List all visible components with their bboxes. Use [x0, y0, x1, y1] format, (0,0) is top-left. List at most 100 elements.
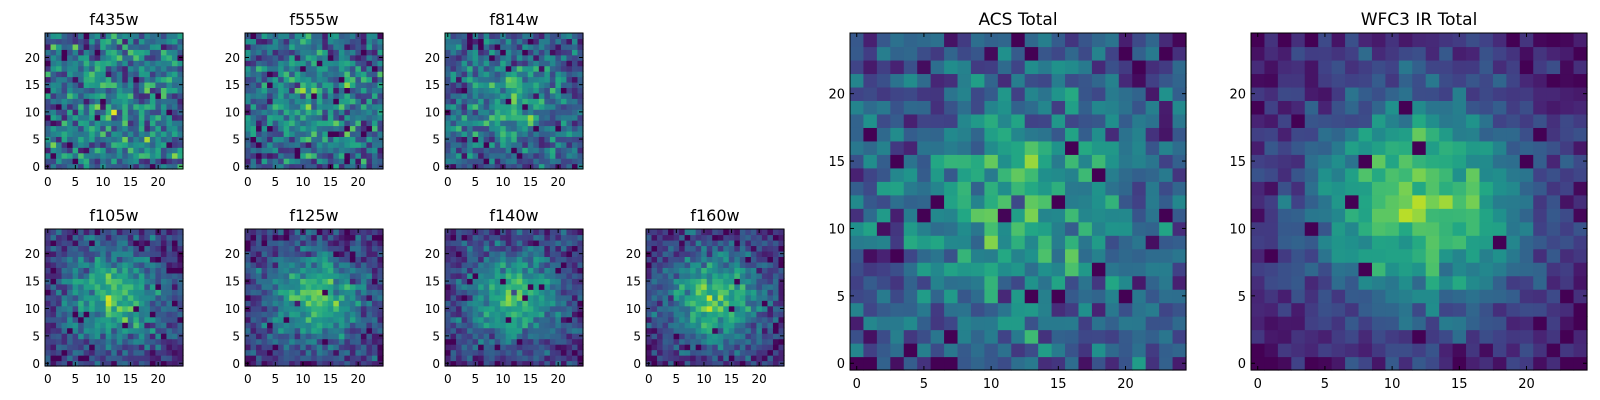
heatmap-cell — [483, 87, 490, 94]
heatmap-cell — [78, 43, 85, 50]
heatmap-cell — [160, 267, 168, 274]
heatmap-cell — [1132, 343, 1147, 358]
heatmap-cell — [78, 130, 85, 137]
heatmap-cell — [511, 65, 518, 72]
heatmap-cell — [344, 305, 351, 312]
heatmap-cell — [283, 103, 290, 110]
heatmap-cell — [679, 327, 686, 334]
heatmap-cell — [511, 278, 518, 285]
heatmap-cell — [1145, 221, 1160, 236]
heatmap-cell — [538, 267, 545, 274]
heatmap-cell — [122, 43, 129, 50]
heatmap-cell — [377, 311, 384, 318]
heatmap-cell — [245, 272, 252, 279]
heatmap-cell — [450, 239, 457, 247]
heatmap-cell — [105, 316, 112, 323]
heatmap-cell — [355, 349, 362, 356]
heatmap-cell — [712, 311, 719, 318]
heatmap-cell — [338, 289, 345, 296]
heatmap-cell — [256, 234, 263, 241]
heatmap-cell — [72, 98, 79, 105]
heatmap-cell — [1118, 221, 1133, 236]
heatmap-cell — [903, 154, 918, 169]
heatmap-cell — [494, 71, 501, 78]
heatmap-cell — [516, 98, 523, 105]
heatmap-cell — [527, 71, 534, 78]
y-tick-label: 20 — [25, 51, 40, 65]
heatmap-cell — [1145, 356, 1160, 371]
heatmap-cell — [472, 114, 479, 121]
heatmap-cell — [673, 261, 680, 268]
heatmap-cell — [478, 76, 485, 83]
heatmap-cell — [177, 294, 184, 301]
heatmap-cell — [577, 239, 584, 247]
heatmap-cell — [706, 305, 713, 312]
heatmap-cell — [327, 158, 334, 165]
heatmap-cell — [500, 158, 507, 165]
heatmap-cell — [355, 38, 362, 45]
heatmap-cell — [355, 158, 362, 165]
heatmap-cell — [171, 261, 179, 268]
heatmap-cell — [166, 120, 173, 127]
heatmap-cell — [311, 338, 318, 345]
heatmap-cell — [739, 355, 746, 362]
heatmap-cell — [144, 272, 151, 279]
heatmap-cell — [149, 152, 156, 159]
heatmap-cell — [505, 327, 512, 334]
heatmap-cell — [160, 103, 168, 110]
heatmap-cell — [756, 239, 763, 247]
heatmap-cell — [316, 283, 323, 290]
heatmap-cell — [177, 98, 184, 105]
heatmap-cell — [300, 234, 307, 241]
heatmap-cell — [177, 355, 184, 362]
heatmap-cell — [723, 256, 730, 263]
heatmap-cell — [300, 322, 307, 329]
heatmap-cell — [555, 327, 562, 334]
heatmap-cell — [549, 229, 556, 236]
heatmap-cell — [349, 76, 356, 83]
heatmap-cell — [903, 343, 918, 358]
heatmap-cell — [577, 158, 584, 165]
heatmap-cell — [333, 130, 340, 137]
heatmap-cell — [122, 141, 129, 148]
heatmap-cell — [646, 316, 653, 323]
heatmap-cell — [344, 261, 351, 268]
heatmap-cell — [355, 120, 362, 127]
heatmap-cell — [549, 98, 556, 105]
heatmap-cell — [305, 120, 312, 127]
heatmap-cell — [533, 360, 540, 367]
heatmap-cell — [500, 256, 507, 263]
heatmap-cell — [461, 229, 468, 236]
heatmap-cell — [305, 136, 312, 143]
heatmap-cell — [261, 300, 268, 307]
heatmap-cell — [250, 316, 257, 323]
heatmap-cell — [94, 103, 101, 110]
heatmap-cell — [67, 239, 74, 247]
heatmap-cell — [511, 349, 518, 356]
heatmap-cell — [371, 239, 379, 247]
y-tick-label: 20 — [25, 247, 40, 261]
heatmap-cell — [970, 235, 985, 250]
heatmap-cell — [450, 261, 457, 268]
heatmap-cell — [717, 278, 724, 285]
heatmap-cell — [1118, 194, 1133, 209]
heatmap-cell — [127, 344, 134, 351]
heatmap-cell — [45, 294, 52, 301]
heatmap-cell — [772, 355, 780, 362]
heatmap-cell — [50, 163, 57, 170]
heatmap-cell — [256, 49, 263, 56]
heatmap-cell — [371, 163, 379, 170]
heatmap-cell — [50, 355, 57, 362]
heatmap-cell — [549, 239, 556, 247]
heatmap-cell — [445, 114, 452, 121]
heatmap-cell — [322, 344, 329, 351]
heatmap-cell — [456, 81, 463, 88]
heatmap-cell — [155, 130, 162, 137]
heatmap-cell — [544, 349, 551, 356]
heatmap-cell — [171, 109, 179, 116]
heatmap-cell — [717, 234, 724, 241]
heatmap-cell — [267, 355, 274, 362]
heatmap-cell — [250, 229, 257, 236]
heatmap-cell — [160, 120, 168, 127]
heatmap-cell — [1118, 329, 1133, 344]
